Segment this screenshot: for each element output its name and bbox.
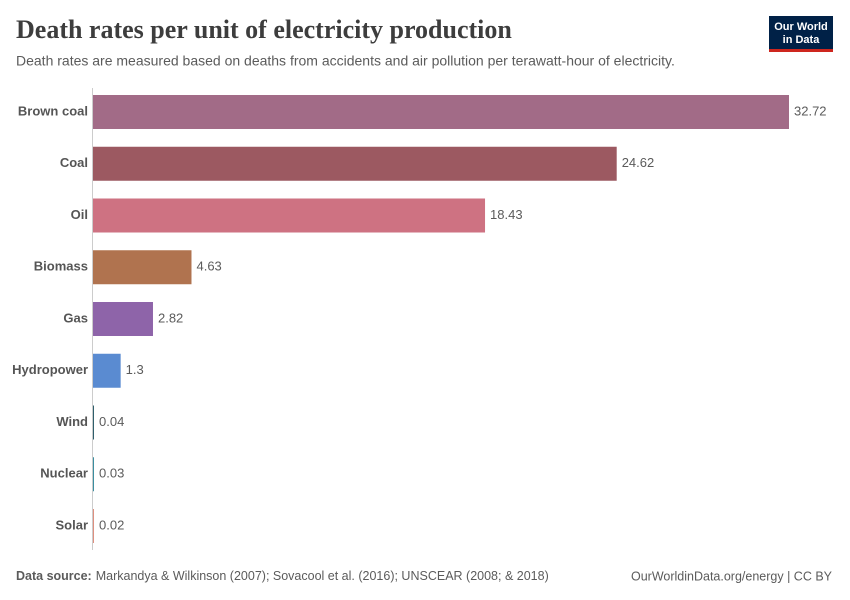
value-label: 1.3: [126, 362, 144, 377]
logo-box: [769, 16, 833, 52]
chart-subtitle: Death rates are measured based on deaths…: [16, 53, 675, 69]
category-label: Hydropower: [12, 362, 88, 377]
bar: [93, 302, 153, 336]
category-label: Coal: [60, 155, 88, 170]
value-label: 32.72: [794, 103, 827, 118]
category-label: Nuclear: [40, 466, 88, 481]
bar: [93, 509, 94, 543]
value-label: 24.62: [622, 155, 655, 170]
value-label: 0.04: [99, 414, 124, 429]
value-label: 18.43: [490, 207, 523, 222]
category-label: Solar: [55, 517, 88, 532]
source: Data source: Markandya & Wilkinson (2007)…: [16, 569, 549, 583]
source-label: Data source:: [16, 569, 92, 583]
bar: [93, 353, 121, 388]
value-label: 0.03: [99, 466, 124, 481]
bar: [93, 250, 192, 285]
value-label: 4.63: [196, 259, 221, 274]
logo[interactable]: Our World in Data: [769, 16, 833, 52]
bar: [93, 198, 486, 233]
category-label: Oil: [71, 207, 88, 222]
credit[interactable]: OurWorldinData.org/energy | CC BY: [631, 569, 833, 583]
category-label: Biomass: [34, 259, 88, 274]
category-label: Wind: [56, 414, 88, 429]
bar: [93, 457, 94, 492]
logo-stripe: [769, 49, 833, 52]
value-label: 2.82: [158, 310, 183, 325]
bar: [93, 146, 617, 181]
category-label: Brown coal: [18, 103, 88, 118]
logo-text: in Data: [783, 34, 821, 46]
bar: [93, 95, 789, 129]
logo-text: Our World: [774, 21, 828, 33]
category-label: Gas: [63, 310, 88, 325]
value-label: 0.02: [99, 517, 124, 532]
chart-title: Death rates per unit of electricity prod…: [16, 15, 512, 44]
bar: [93, 405, 94, 440]
source-text: Markandya & Wilkinson (2007); Sovacool e…: [96, 569, 549, 583]
